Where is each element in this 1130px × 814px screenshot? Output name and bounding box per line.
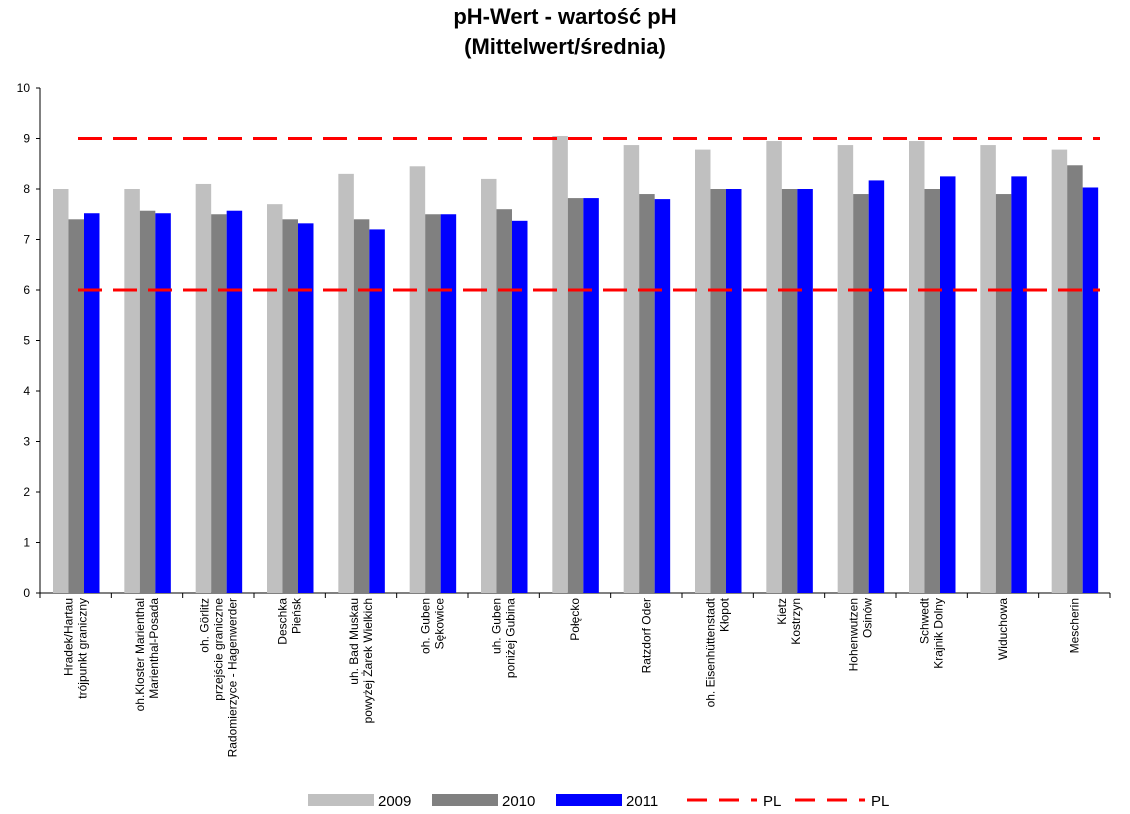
bar-2010 [1067, 165, 1083, 593]
legend-swatch-2011 [556, 794, 622, 806]
bar-2010 [639, 194, 655, 594]
category-label: Krajnik Dolny [932, 598, 946, 669]
y-tick-label: 5 [23, 334, 30, 348]
bar-2011 [512, 220, 528, 593]
category-label: Schwedt [918, 597, 932, 644]
bar-2009 [267, 204, 283, 593]
y-tick-label: 3 [23, 435, 30, 449]
bar-2011 [369, 229, 385, 593]
bar-2009 [53, 189, 69, 593]
category-label: Osinów [860, 598, 874, 638]
bar-2010 [353, 219, 370, 594]
bar-2010 [211, 214, 227, 593]
bar-2009 [980, 145, 996, 593]
category-label: Hradek/Hartau [62, 598, 76, 676]
bar-2011 [797, 189, 813, 593]
legend-label-2010: 2010 [502, 793, 535, 810]
bar-2009 [195, 183, 212, 593]
bar-2010 [710, 189, 726, 593]
bar-2009 [695, 149, 711, 594]
bar-2011 [868, 180, 885, 594]
y-tick-label: 2 [23, 485, 30, 499]
category-label: Kłopot [718, 597, 732, 632]
category-label: uh. Guben [490, 598, 504, 654]
bar-2010 [567, 198, 584, 593]
category-label: Kostrzyn [789, 598, 803, 645]
legend-label-limit: PL [871, 793, 889, 810]
bar-2011 [940, 176, 956, 593]
bar-2011 [84, 213, 100, 594]
bar-2009 [481, 178, 497, 593]
bar-2011 [440, 214, 457, 593]
chart-title-line-2: (Mittelwert/średnia) [464, 34, 666, 59]
y-tick-label: 1 [23, 536, 30, 550]
bar-2009 [909, 141, 925, 593]
category-label: oh. Görlitz [197, 598, 211, 653]
category-label: Pieńsk [290, 597, 304, 634]
bar-2009 [338, 173, 354, 593]
legend-swatch-2009 [308, 794, 374, 806]
bar-2011 [155, 213, 171, 594]
bar-2010 [496, 209, 512, 593]
bar-2011 [226, 210, 243, 593]
y-tick-label: 8 [23, 182, 30, 196]
legend-label-limit: PL [763, 793, 781, 810]
category-label: Połęcko [568, 598, 582, 641]
bar-2011 [298, 223, 314, 593]
y-tick-label: 10 [17, 81, 31, 95]
bar-2010 [781, 189, 798, 593]
bar-2011 [726, 189, 742, 593]
category-label: Deschka [276, 598, 290, 645]
category-label: Hohenwutzen [846, 598, 860, 671]
legend-label-2011: 2011 [626, 793, 658, 810]
category-label: Ratzdorf Oder [639, 598, 653, 673]
category-label: Marienthal-Posada [147, 598, 161, 699]
chart-title: pH-Wert - wartość pH (Mittelwert/średnia… [0, 2, 1130, 62]
bar-2009 [1051, 149, 1068, 594]
bar-2009 [837, 145, 854, 593]
bar-2009 [124, 189, 140, 593]
legend-label-2009: 2009 [378, 793, 411, 810]
category-label: Radomierzyce - Hagenwerder [225, 598, 239, 757]
bar-2010 [924, 189, 940, 593]
y-tick-label: 4 [23, 384, 30, 398]
category-label: oh.Kloster Marienthal [133, 598, 147, 711]
category-label: powyżej Żarek Wielkich [361, 598, 375, 723]
y-tick-label: 0 [23, 586, 30, 600]
bar-2011 [654, 199, 671, 593]
bar-2011 [583, 198, 599, 593]
bar-2009 [409, 166, 426, 593]
bar-2010 [282, 219, 298, 594]
category-label: uh. Bad Muskau [347, 598, 361, 685]
category-label: oh. Guben [418, 598, 432, 654]
chart-title-line-1: pH-Wert - wartość pH [453, 4, 677, 29]
bar-2010 [853, 194, 869, 594]
bar-2010 [139, 210, 156, 593]
bar-2009 [623, 145, 640, 593]
category-label: przejście graniczne [211, 598, 225, 701]
bar-2010 [995, 194, 1012, 594]
y-tick-label: 7 [23, 233, 30, 247]
category-label: oh. Eisenhüttenstadt [704, 597, 718, 707]
bar-2010 [425, 214, 441, 593]
legend-swatch-2010 [432, 794, 498, 806]
y-tick-label: 6 [23, 283, 30, 297]
bar-2011 [1011, 176, 1027, 593]
category-label: trójpunkt graniczny [76, 598, 90, 699]
y-tick-label: 9 [23, 132, 30, 146]
category-label: Kietz [775, 598, 789, 625]
category-label: poniżej Gubina [504, 598, 518, 678]
category-label: Mescherin [1067, 598, 1081, 653]
category-label: Widuchowa [996, 598, 1010, 660]
bar-2011 [1082, 187, 1099, 594]
category-label: Sękowice [432, 598, 446, 650]
bar-2009 [552, 135, 568, 593]
bar-2009 [766, 141, 782, 593]
bar-2010 [68, 219, 84, 594]
